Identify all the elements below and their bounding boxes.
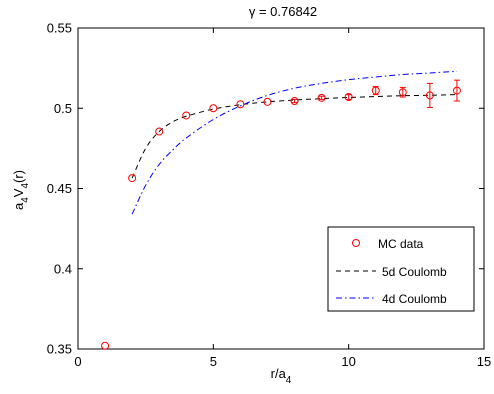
data-point-mc xyxy=(425,91,434,100)
data-point-mc xyxy=(344,93,353,102)
y-axis-label-a: a xyxy=(11,202,26,210)
y-axis-label-a-subscript: 4 xyxy=(20,197,31,203)
y-tick-label: 0.55 xyxy=(47,21,72,36)
y-axis-label-v: V xyxy=(11,188,26,197)
chart-title: γ = 0.76842 xyxy=(249,4,317,19)
x-tick-label: 10 xyxy=(341,354,355,369)
data-point-mc xyxy=(209,104,218,113)
x-axis-label: r/a4 xyxy=(271,366,292,386)
data-point-mc xyxy=(155,127,164,136)
y-tick-label: 0.35 xyxy=(47,342,72,357)
y-axis-label: a4V4(r) xyxy=(11,170,31,210)
legend: MC data 5d Coulomb 4d Coulomb xyxy=(327,226,475,312)
y-axis-label-v-subscript: 4 xyxy=(20,183,31,189)
data-point-mc xyxy=(398,88,407,97)
series-layer xyxy=(101,70,461,350)
y-tick-label: 0.5 xyxy=(54,101,72,116)
data-point-mc xyxy=(182,111,191,120)
legend-label-5d-coulomb: 5d Coulomb xyxy=(382,265,447,279)
data-point-mc xyxy=(290,97,299,106)
axis-ticks: 0 5 10 15 0.35 0.4 0.45 0.5 0.55 xyxy=(47,21,492,370)
legend-box xyxy=(327,226,475,312)
data-point-mc xyxy=(452,86,461,95)
data-point-mc xyxy=(128,174,137,183)
legend-label-4d-coulomb: 4d Coulomb xyxy=(382,292,447,306)
legend-marker-mc-data xyxy=(352,239,360,247)
data-point-mc xyxy=(263,97,272,106)
data-point-mc xyxy=(101,341,110,350)
y-axis-label-r: (r) xyxy=(11,170,26,183)
x-tick-label: 0 xyxy=(74,354,81,369)
data-point-mc xyxy=(236,100,245,109)
legend-label-mc-data: MC data xyxy=(378,237,424,251)
x-tick-label: 5 xyxy=(210,354,217,369)
x-axis-label-subscript: 4 xyxy=(286,375,292,386)
data-point-mc xyxy=(371,86,380,95)
y-tick-label: 0.4 xyxy=(54,261,72,276)
data-point-mc xyxy=(317,93,326,102)
y-tick-label: 0.45 xyxy=(47,181,72,196)
x-tick-label: 15 xyxy=(477,354,491,369)
series-line-4d-coulomb xyxy=(131,70,457,215)
x-axis-label-main: r/a xyxy=(271,366,287,381)
